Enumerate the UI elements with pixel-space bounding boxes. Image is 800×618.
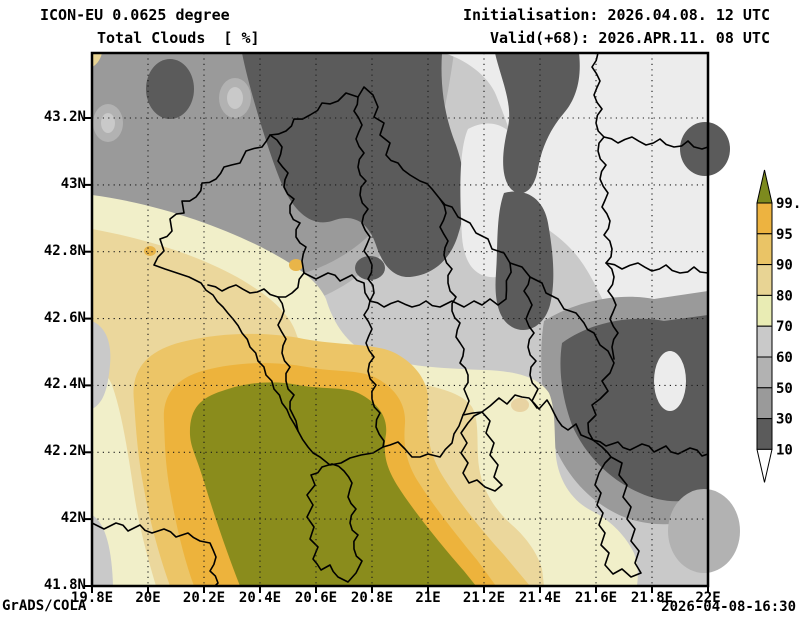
shade-olive-gt995 bbox=[189, 382, 476, 586]
lon-label-20.8E: 20.8E bbox=[350, 590, 394, 606]
colorbar-segment-1 bbox=[756, 233, 773, 266]
lon-label-20E: 20E bbox=[135, 590, 161, 606]
lon-label-20.4E: 20.4E bbox=[238, 590, 282, 606]
border-int-5 bbox=[439, 198, 470, 416]
colorbar-label-10: 10 bbox=[776, 442, 793, 458]
shade-orange-dot-w bbox=[144, 246, 156, 256]
grads-credit: GrADS/COLA bbox=[2, 598, 87, 614]
shade-corner-50-60 bbox=[668, 489, 740, 573]
shade-nw-corner-sliver bbox=[92, 53, 102, 67]
shade-sw-corner-gray bbox=[92, 515, 113, 586]
colorbar-segment-5 bbox=[756, 356, 773, 389]
colorbar-arrow-bottom bbox=[756, 448, 773, 483]
map-frame bbox=[90, 51, 710, 588]
lon-label-22E: 22E bbox=[695, 590, 721, 606]
border-municipality-south-east bbox=[592, 439, 642, 578]
border-int-4 bbox=[369, 262, 512, 308]
border-sw-ext bbox=[91, 522, 219, 587]
border-outer bbox=[153, 86, 615, 466]
border-int-3 bbox=[303, 272, 371, 302]
shade-orange-dot-c bbox=[289, 259, 303, 271]
border-municipality-south-center bbox=[460, 411, 503, 492]
lat-label-42.6N: 42.6N bbox=[43, 309, 86, 326]
colorbar-segment-4 bbox=[756, 325, 773, 358]
border-ne-h2 bbox=[605, 262, 709, 274]
colorbar-segment-2 bbox=[756, 264, 773, 296]
shade-spot-core bbox=[101, 113, 115, 133]
border-int-2 bbox=[269, 134, 307, 274]
lon-label-20.2E: 20.2E bbox=[182, 590, 226, 606]
cloud-cover-map bbox=[85, 51, 740, 593]
init-time: Initialisation: 2026.04.08. 12 UTC bbox=[462, 6, 770, 24]
lon-label-21.2E: 21.2E bbox=[462, 590, 506, 606]
admin-boundaries bbox=[91, 52, 709, 587]
shade-dark-mass-north bbox=[242, 53, 465, 278]
colorbar-label-90: 90 bbox=[776, 258, 793, 274]
variable-title: Total Clouds [ %] bbox=[97, 29, 260, 47]
border-ne-h1 bbox=[603, 136, 709, 150]
colorbar-segment-3 bbox=[756, 294, 773, 327]
creation-timestamp: 2026-04-08-16:30 bbox=[661, 599, 796, 615]
valid-time: Valid(+68): 2026.APR.11. 08 UTC bbox=[490, 29, 770, 47]
border-int-6 bbox=[523, 276, 539, 409]
border-south-east-ext bbox=[592, 439, 709, 457]
shade-west-gray-strip bbox=[92, 321, 111, 409]
colorbar-label-60: 60 bbox=[776, 350, 793, 366]
border-int-7 bbox=[363, 300, 385, 448]
cloud-shading bbox=[92, 53, 740, 586]
shade-dark-column-center bbox=[495, 191, 554, 331]
lat-label-42.2N: 42.2N bbox=[43, 443, 86, 460]
lat-label-42.8N: 42.8N bbox=[43, 242, 86, 259]
lat-label-43.2N: 43.2N bbox=[43, 109, 86, 125]
shade-dark-blob-east-edge bbox=[680, 122, 730, 176]
colorbar-label-30: 30 bbox=[776, 412, 793, 428]
shade-tan-dot-se bbox=[511, 398, 529, 412]
lon-label-20.6E: 20.6E bbox=[294, 590, 338, 606]
colorbar-label-99.5: 99.5 bbox=[776, 196, 800, 212]
lon-label-21.4E: 21.4E bbox=[518, 590, 562, 606]
border-int-8 bbox=[207, 272, 305, 298]
colorbar-segment-6 bbox=[756, 387, 773, 420]
colorbar-label-50: 50 bbox=[776, 381, 793, 397]
colorbar-arrow-top bbox=[756, 169, 773, 204]
shade-dark-dot-center bbox=[355, 256, 385, 280]
border-municipality-south-west bbox=[306, 463, 363, 583]
colorbar-label-80: 80 bbox=[776, 288, 793, 304]
colorbar-label-95: 95 bbox=[776, 227, 793, 243]
lon-label-21.8E: 21.8E bbox=[630, 590, 674, 606]
colorbar-segment-7 bbox=[756, 418, 773, 450]
shade-dark-blob-nw bbox=[146, 59, 194, 119]
border-ne-vertical bbox=[591, 52, 619, 360]
lat-label-41.8N: 41.8N bbox=[43, 577, 86, 593]
lon-label-19.8E: 19.8E bbox=[70, 590, 114, 606]
colorbar-segment-0 bbox=[756, 202, 773, 235]
border-int-1 bbox=[353, 96, 375, 302]
shade-spot-core bbox=[227, 87, 243, 109]
model-title: ICON-EU 0.0625 degree bbox=[40, 6, 230, 24]
shade-clear-hole-se bbox=[654, 351, 686, 411]
colorbar-label-70: 70 bbox=[776, 319, 793, 335]
lat-label-43N: 43N bbox=[60, 175, 86, 192]
lon-label-21E: 21E bbox=[415, 590, 441, 606]
lat-label-42N: 42N bbox=[60, 510, 86, 527]
lon-label-21.6E: 21.6E bbox=[574, 590, 618, 606]
shade-dark-island-top bbox=[495, 53, 580, 194]
lat-lon-grid bbox=[92, 53, 708, 586]
cloud-cover-colorbar: 99.5 95 90 80 70 60 50 30 10 bbox=[756, 169, 800, 483]
lat-label-42.4N: 42.4N bbox=[43, 376, 86, 393]
